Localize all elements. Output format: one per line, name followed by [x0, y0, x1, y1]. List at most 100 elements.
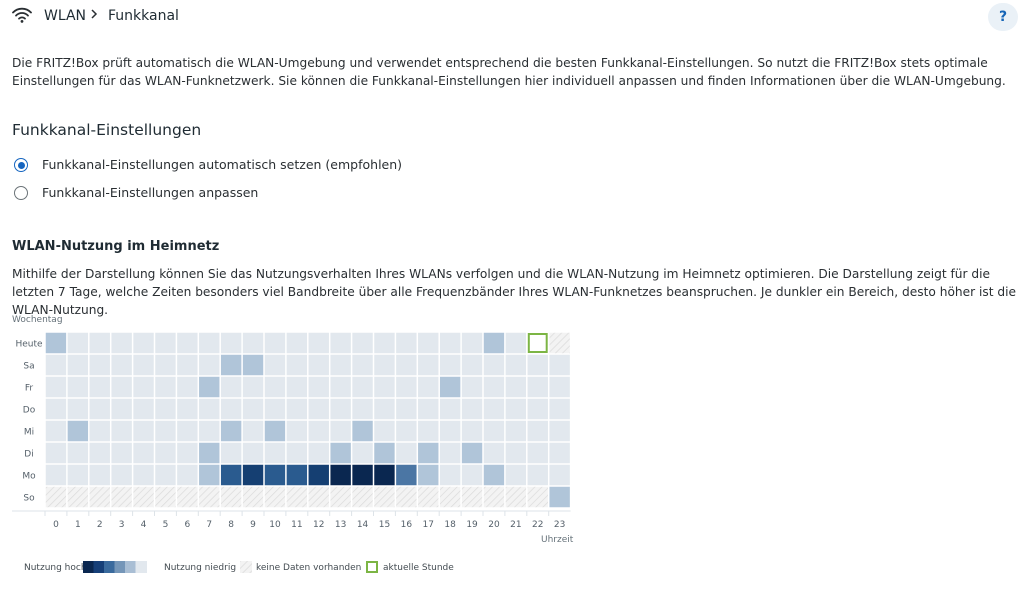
heatmap-cell — [374, 442, 395, 464]
heatmap-cell — [155, 464, 176, 486]
heatmap-cell — [352, 354, 373, 376]
heatmap-cell — [45, 420, 67, 442]
heatmap-cell — [330, 376, 351, 398]
heatmap-cell — [155, 354, 176, 376]
heatmap-cell — [242, 376, 264, 398]
heatmap-cell — [374, 354, 395, 376]
radio-custom-channel-circle[interactable] — [14, 186, 28, 200]
breadcrumb-wlan[interactable]: WLAN — [44, 8, 87, 24]
heatmap-cell — [308, 420, 329, 442]
heatmap-cell — [483, 398, 505, 420]
heatmap-cell — [461, 442, 483, 464]
heatmap-cell — [67, 464, 89, 486]
heatmap-cell — [199, 398, 220, 420]
heatmap-cell — [45, 398, 67, 420]
radio-auto-channel-label[interactable]: Funkkanal-Einstellungen automatisch setz… — [42, 157, 403, 172]
column-label: 6 — [184, 520, 190, 530]
heatmap-cell — [177, 354, 198, 376]
column-label: 23 — [554, 520, 565, 530]
help-button[interactable]: ? — [988, 3, 1018, 31]
column-label: 7 — [206, 520, 212, 530]
radio-auto-channel-circle[interactable] — [14, 158, 28, 172]
column-label: 18 — [444, 520, 456, 530]
heatmap-cell — [89, 442, 110, 464]
heatmap-cell — [220, 332, 242, 354]
heatmap-cell — [527, 354, 548, 376]
radio-custom-channel-label[interactable]: Funkkanal-Einstellungen anpassen — [42, 185, 259, 200]
heatmap-cell — [242, 442, 264, 464]
settings-title: Funkkanal-Einstellungen — [12, 121, 202, 139]
heatmap-cell — [352, 486, 373, 508]
heatmap-cell — [111, 486, 132, 508]
heatmap-cell — [199, 332, 220, 354]
heatmap-cell — [264, 354, 286, 376]
column-label: 1 — [75, 520, 81, 530]
heatmap-cell — [483, 486, 505, 508]
heatmap-cell — [439, 354, 461, 376]
column-label: 16 — [401, 520, 413, 530]
heatmap-cell — [439, 398, 461, 420]
intro-text: Die FRITZ!Box prüft automatisch die WLAN… — [12, 56, 1006, 88]
heatmap-cell — [439, 376, 461, 398]
legend-swatch-2 — [93, 561, 104, 573]
heatmap-cell — [67, 376, 89, 398]
x-axis-title: Uhrzeit — [541, 535, 574, 545]
heatmap-cell — [374, 332, 395, 354]
legend-current-hour-label: aktuelle Stunde — [383, 563, 454, 573]
heatmap-cell — [330, 398, 351, 420]
heatmap-cell — [549, 376, 570, 398]
column-label: 5 — [163, 520, 169, 530]
heatmap-cell — [199, 354, 220, 376]
heatmap-cell — [549, 332, 570, 354]
heatmap-cell — [89, 354, 110, 376]
heatmap-cell — [505, 376, 527, 398]
column-label: 2 — [97, 520, 103, 530]
row-label-di: Di — [24, 450, 33, 460]
heatmap-cell — [461, 486, 483, 508]
heatmap-cell — [67, 442, 89, 464]
legend-swatch-3 — [104, 561, 115, 573]
heatmap-cell — [155, 442, 176, 464]
column-label: 8 — [228, 520, 234, 530]
heatmap-cell — [264, 420, 286, 442]
legend-swatch-6 — [135, 561, 147, 573]
heatmap-cell — [133, 486, 154, 508]
heatmap-cell — [505, 332, 527, 354]
heatmap-cell — [242, 354, 264, 376]
heatmap-cell — [220, 398, 242, 420]
heatmap-cell — [352, 442, 373, 464]
heatmap-cell — [505, 464, 527, 486]
heatmap-cell — [242, 464, 264, 486]
heatmap-cell — [483, 332, 505, 354]
wifi-icon — [12, 7, 32, 23]
heatmap-cell — [483, 442, 505, 464]
heatmap-cell — [45, 486, 67, 508]
heatmap-cell — [155, 486, 176, 508]
heatmap-cell — [177, 486, 198, 508]
heatmap-cell — [111, 442, 132, 464]
heatmap-cell — [199, 376, 220, 398]
heatmap-cell — [286, 442, 308, 464]
heatmap-cell — [330, 420, 351, 442]
heatmap-cell — [133, 464, 154, 486]
legend-color-scale — [83, 561, 147, 573]
heatmap-cell — [220, 486, 242, 508]
heatmap-cell — [111, 376, 132, 398]
heatmap-cell — [549, 398, 570, 420]
heatmap-cell — [527, 420, 548, 442]
heatmap-cell — [352, 376, 373, 398]
heatmap-cell — [199, 442, 220, 464]
heatmap-cell — [505, 398, 527, 420]
heatmap-cell — [199, 420, 220, 442]
heatmap-cell — [461, 376, 483, 398]
heatmap-cell — [286, 376, 308, 398]
heatmap-cell — [308, 354, 329, 376]
heatmap-cell — [439, 420, 461, 442]
heatmap-cell — [199, 486, 220, 508]
row-label-heute: Heute — [15, 340, 43, 350]
column-label: 3 — [119, 520, 125, 530]
heatmap-cell — [374, 398, 395, 420]
heatmap-cell — [89, 398, 110, 420]
heatmap-cell — [396, 398, 417, 420]
